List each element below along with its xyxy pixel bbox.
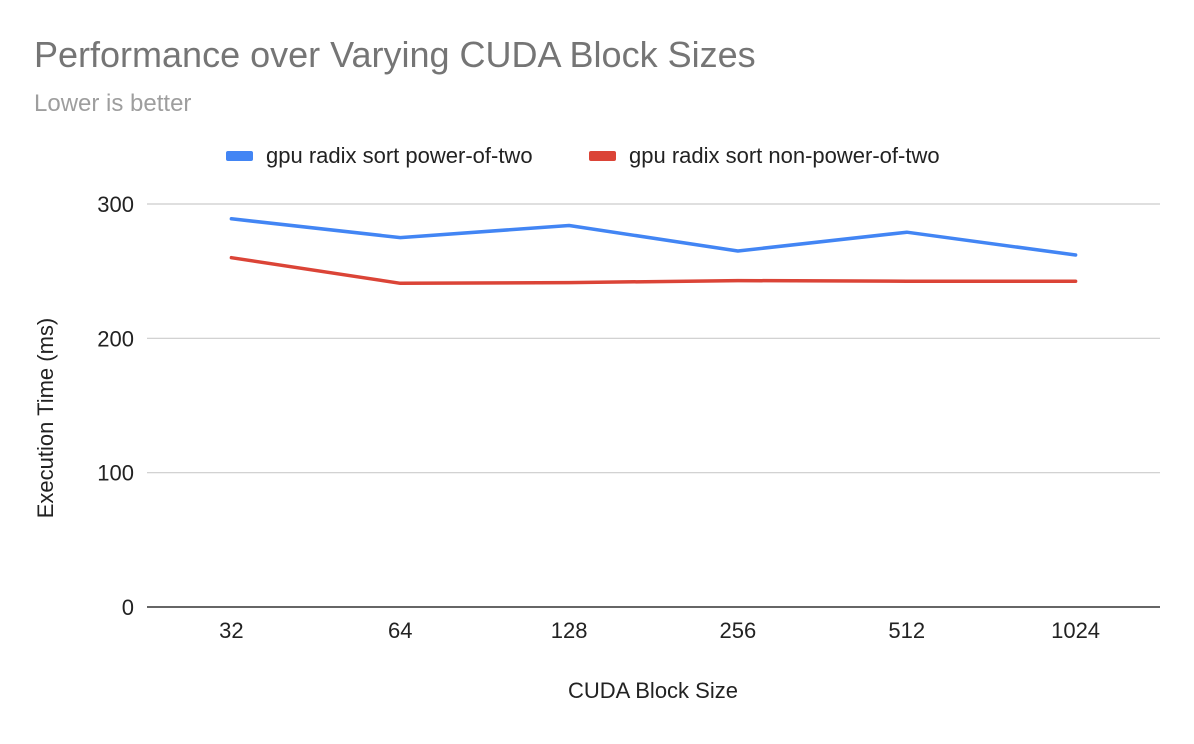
y-axis-ticks: 0 100 200 300 — [97, 192, 134, 620]
legend: gpu radix sort power-of-two gpu radix sor… — [226, 143, 940, 168]
legend-label-2: gpu radix sort non-power-of-two — [629, 143, 940, 168]
x-tick-label: 64 — [388, 618, 412, 643]
y-tick-label: 200 — [97, 326, 134, 351]
x-tick-label: 512 — [888, 618, 925, 643]
x-axis-label: CUDA Block Size — [568, 678, 738, 703]
series-lines — [229, 217, 1078, 286]
series-line-2 — [229, 255, 1078, 286]
legend-swatch-2 — [589, 151, 616, 161]
series-line-1 — [229, 217, 1078, 257]
x-axis-ticks: 32 64 128 256 512 1024 — [219, 618, 1100, 643]
y-tick-label: 300 — [97, 192, 134, 217]
gridlines — [147, 203, 1160, 608]
y-axis-label: Execution Time (ms) — [33, 318, 58, 519]
x-tick-label: 32 — [219, 618, 243, 643]
legend-swatch-1 — [226, 151, 253, 161]
chart-title: Performance over Varying CUDA Block Size… — [34, 34, 756, 75]
legend-label-1: gpu radix sort power-of-two — [266, 143, 533, 168]
x-tick-label: 1024 — [1051, 618, 1100, 643]
x-tick-label: 128 — [551, 618, 588, 643]
x-tick-label: 256 — [720, 618, 757, 643]
chart-subtitle: Lower is better — [34, 90, 191, 117]
y-tick-label: 0 — [122, 595, 134, 620]
y-tick-label: 100 — [97, 461, 134, 486]
